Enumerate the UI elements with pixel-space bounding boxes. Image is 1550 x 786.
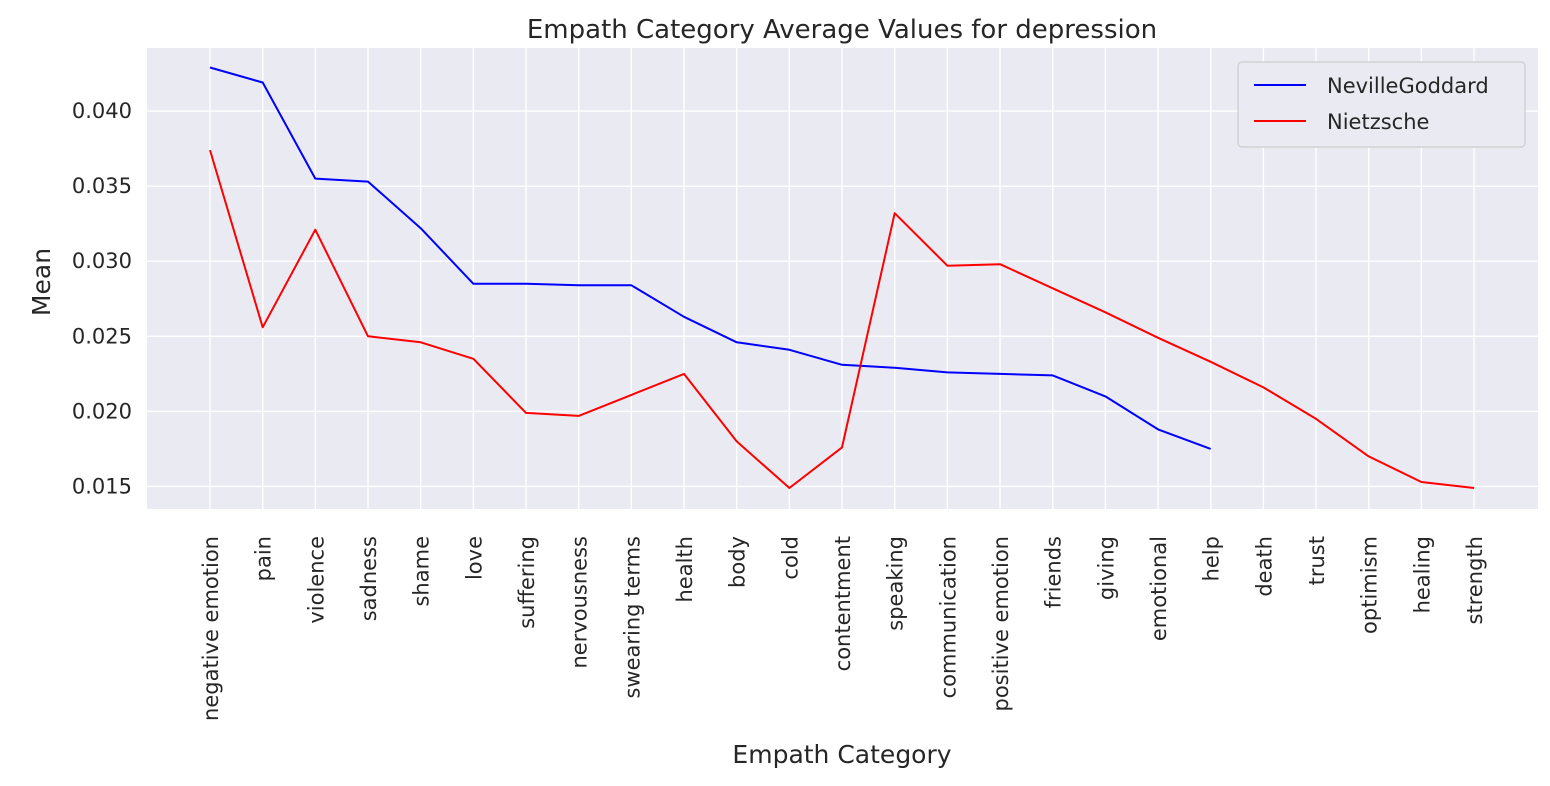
x-tick-label-healing: healing <box>1410 536 1434 613</box>
x-tick-label-positive-emotion: positive emotion <box>989 536 1013 712</box>
x-tick-label-trust: trust <box>1305 536 1329 585</box>
x-tick-label-cold: cold <box>778 536 802 580</box>
legend-label-nevillegoddard: NevilleGoddard <box>1327 74 1489 98</box>
x-tick-label-optimism: optimism <box>1358 536 1382 634</box>
chart-title: Empath Category Average Values for depre… <box>527 15 1157 45</box>
legend: NevilleGoddard Nietzsche <box>1237 61 1526 148</box>
x-tick-label-violence: violence <box>304 536 328 624</box>
y-tick-label: 0.020 <box>72 399 132 423</box>
y-tick-label: 0.040 <box>72 99 132 123</box>
x-tick-label-sadness: sadness <box>357 536 381 621</box>
x-tick-label-suffering: suffering <box>515 536 539 629</box>
x-tick-label-emotional: emotional <box>1147 536 1171 641</box>
x-tick-label-speaking: speaking <box>884 536 908 631</box>
y-tick-label: 0.025 <box>72 324 132 348</box>
x-tick-label-help: help <box>1200 536 1224 581</box>
series-lines <box>209 66 1475 489</box>
x-tick-label-communication: communication <box>936 536 960 698</box>
y-tick-label: 0.030 <box>72 249 132 273</box>
legend-box <box>1237 61 1526 148</box>
x-tick-labels: negative emotion pain violence sadness shame… <box>199 536 1487 721</box>
x-tick-label-negative-emotion: negative emotion <box>199 536 223 721</box>
x-tick-label-pain: pain <box>252 536 276 581</box>
y-tick-labels: 0.015 0.020 0.025 0.030 0.035 0.040 <box>72 99 132 498</box>
y-tick-label: 0.035 <box>72 174 132 198</box>
series-line-nevillegoddard <box>209 66 1212 450</box>
x-tick-label-body: body <box>726 536 750 588</box>
x-tick-label-friends: friends <box>1042 536 1066 608</box>
x-tick-label-nervousness: nervousness <box>568 536 592 669</box>
legend-label-nietzsche: Nietzsche <box>1327 110 1429 134</box>
x-tick-label-giving: giving <box>1094 536 1118 600</box>
x-tick-label-health: health <box>673 536 697 602</box>
x-axis-label: Empath Category <box>732 740 951 769</box>
x-tick-label-strength: strength <box>1463 536 1487 624</box>
x-tick-label-love: love <box>462 536 486 580</box>
y-axis-label: Mean <box>27 248 56 316</box>
x-tick-label-shame: shame <box>410 536 434 607</box>
grid <box>147 48 1538 509</box>
series-line-nietzsche <box>209 149 1475 489</box>
x-tick-label-contentment: contentment <box>831 536 855 671</box>
x-tick-label-swearing-terms: swearing terms <box>620 536 644 699</box>
x-tick-label-death: death <box>1252 536 1276 597</box>
y-tick-label: 0.015 <box>72 474 132 498</box>
